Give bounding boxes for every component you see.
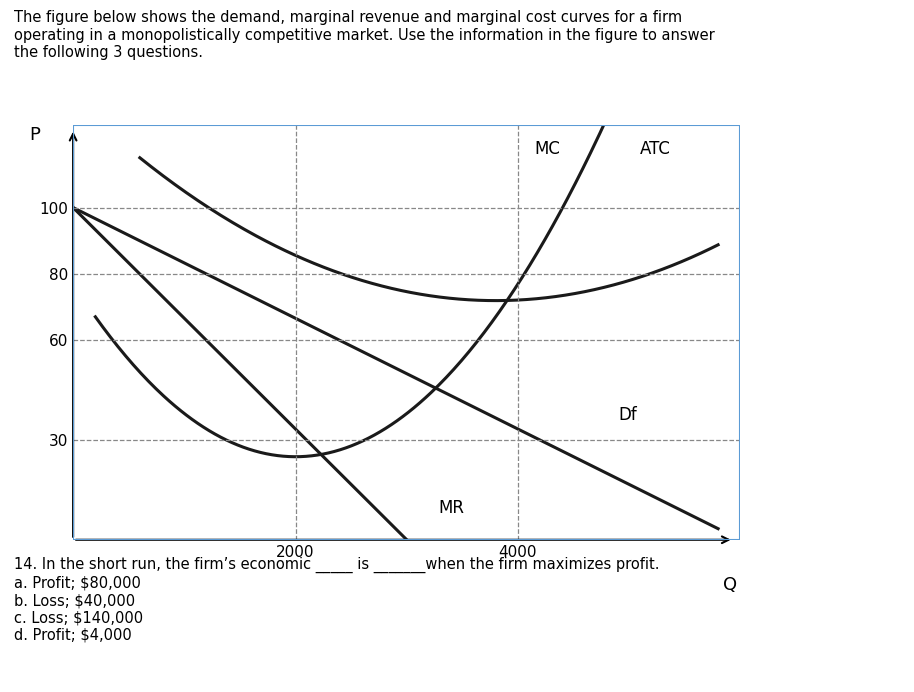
Text: P: P [28,126,39,144]
Text: 14. In the short run, the firm’s economic _____ is _______when the firm maximize: 14. In the short run, the firm’s economi… [14,557,659,643]
Text: MC: MC [535,140,560,158]
Text: Df: Df [618,406,637,424]
Text: Q: Q [723,576,738,594]
Text: MR: MR [438,499,464,517]
Text: ATC: ATC [640,140,671,158]
Text: The figure below shows the demand, marginal revenue and marginal cost curves for: The figure below shows the demand, margi… [14,10,715,60]
